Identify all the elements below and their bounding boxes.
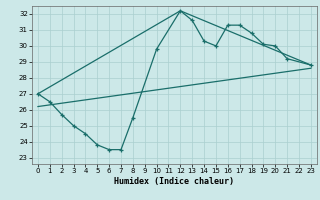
X-axis label: Humidex (Indice chaleur): Humidex (Indice chaleur) bbox=[115, 177, 234, 186]
